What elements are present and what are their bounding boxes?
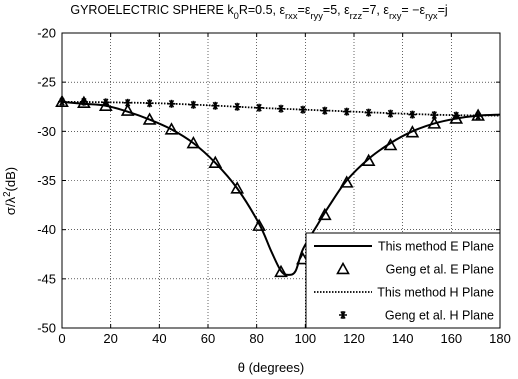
h-plane-marker [386, 109, 395, 118]
x-tick-label: 140 [392, 331, 414, 346]
x-tick-label: 0 [58, 331, 65, 346]
h-plane-marker [167, 99, 176, 108]
e-plane-marker [405, 125, 420, 138]
y-axis-label: σ/λ2(dB) [2, 167, 19, 215]
h-plane-marker [255, 103, 264, 112]
h-plane-marker [277, 104, 285, 113]
h-plane-marker [342, 107, 351, 116]
chart-title: GYROELECTRIC SPHERE k0R=0.5, εrxx=εryy=5… [70, 3, 447, 21]
e-plane-marker [383, 137, 398, 151]
h-plane-marker [233, 102, 242, 111]
h-plane-marker [211, 101, 220, 110]
h-plane-marker [189, 100, 198, 109]
x-tick-label: 160 [440, 331, 462, 346]
y-tick-label: -30 [37, 124, 56, 139]
legend-entry-label: This method H Plane [377, 286, 494, 300]
y-tick-label: -35 [37, 173, 56, 188]
y-tick-label: -50 [37, 321, 56, 336]
x-tick-label: 80 [249, 331, 263, 346]
e-plane-marker [164, 122, 179, 135]
y-tick-label: -25 [37, 75, 56, 90]
legend-entry-label: Geng et al. H Plane [385, 309, 494, 323]
e-plane-marker [208, 155, 223, 168]
legend-entry-label: Geng et al. E Plane [386, 263, 494, 277]
x-tick-label: 40 [152, 331, 166, 346]
h-plane-marker [339, 311, 347, 319]
x-tick-label: 20 [103, 331, 117, 346]
legend-box [305, 232, 501, 329]
y-tick-label: -40 [37, 222, 56, 237]
x-tick-label: 120 [343, 331, 365, 346]
e-plane-marker [336, 261, 350, 275]
e-plane-marker [120, 103, 135, 116]
h-plane-marker [452, 111, 461, 120]
series-layer [55, 94, 501, 278]
e-plane-marker [449, 111, 464, 124]
e-plane-marker [427, 116, 442, 129]
h-plane-marker [474, 112, 483, 121]
ticks-layer: 0 20 40 60 80 100 120 140 160 180 -50 -45 -40 -35 -30 -… [37, 26, 511, 347]
x-tick-label: 100 [294, 331, 316, 346]
e-plane-marker [186, 135, 201, 149]
h-plane-marker [320, 106, 329, 115]
e-plane-marker [252, 218, 266, 231]
x-tick-label: 60 [201, 331, 215, 346]
h-plane-marker [430, 111, 439, 120]
legend: This method E Plane Geng et al. E Plane Th… [305, 232, 501, 329]
x-axis-label: θ (degrees) [238, 360, 304, 375]
e-plane-marker [230, 181, 245, 194]
h-plane-marker [364, 108, 373, 117]
h-plane-marker [298, 105, 307, 114]
e-plane-marker [98, 98, 113, 111]
e-plane-marker [142, 112, 157, 125]
e-plane-marker [317, 207, 332, 221]
h-plane-marker [101, 98, 110, 107]
e-plane-marker [274, 264, 288, 278]
h-plane-marker [79, 97, 88, 106]
series-line-e-plane [61, 100, 501, 276]
legend-entry-label: This method E Plane [378, 240, 494, 254]
h-plane-marker [408, 110, 417, 119]
y-tick-label: -20 [37, 26, 56, 41]
e-plane-marker [361, 153, 376, 167]
h-plane-marker [123, 98, 132, 107]
x-tick-label: 180 [489, 331, 511, 346]
h-plane-marker [145, 99, 154, 108]
y-tick-label: -45 [37, 271, 56, 286]
e-plane-marker [339, 175, 354, 188]
